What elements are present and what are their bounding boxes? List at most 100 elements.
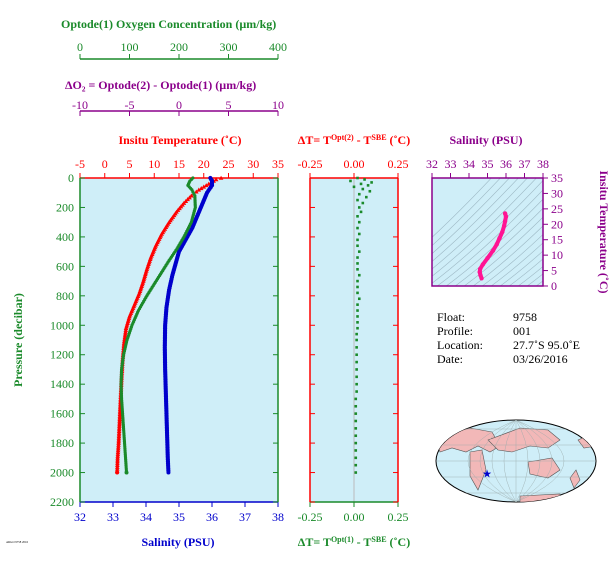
dt-point [356,226,359,230]
pressure-tick-label: 400 [56,230,74,244]
dt-point [354,397,358,401]
dt-point [354,471,358,474]
temperature-tick-label: -5 [75,157,85,171]
pressure-tick-label: 200 [56,200,74,214]
ts-point [477,266,483,272]
temperature-point [123,329,128,334]
dt-bottom-axis-title: ΔT= TOpt(1) - TSBE (˚C) [298,535,410,550]
dt-point [355,338,358,342]
temperature-point [122,333,128,338]
dt-point [359,182,363,186]
delta-t-panel: -0.25 -0.25 0.00 0.00 0.25 0.25 ΔT= TOpt(2) - … [298,133,411,550]
temperature-point [213,177,219,182]
salinity-tick-label: 35 [173,510,185,524]
dt-point [370,181,373,184]
profile-value: 001 [513,324,531,338]
location-value: 27.7˚S 95.0˚E [513,338,580,352]
ts-y-axis-title: Insitu Temperature (˚C) [597,170,611,293]
ts-point [502,211,508,216]
temperature-point [122,331,128,336]
dt-point [356,198,359,202]
temperature-point [115,449,121,455]
salinity-tick-label: 32 [74,510,86,524]
dt-point [355,332,358,336]
dt-point [354,434,358,438]
temperature-point [115,446,121,451]
ts-y-tick-label: 30 [551,186,563,200]
ts-point [480,262,486,267]
map-meridian [515,420,529,502]
dt-point [356,176,359,180]
oxygen-tick-label: 0 [77,40,83,54]
delta-o2-tick-label: 0 [176,98,182,112]
dt-point [356,244,359,248]
temperature-point [116,440,121,445]
ts-point [494,242,499,247]
temperature-tick-label: 15 [173,157,185,171]
dt-point [357,220,361,224]
temperature-point [123,327,129,332]
temperature-tick-label: 5 [127,157,133,171]
temperature-tick-label: 10 [148,157,160,171]
dt-point [357,192,361,196]
dt-bottom-tick-label: 0.25 [388,510,409,524]
dt-point [365,195,368,199]
ts-x-tick-label: 36 [500,157,512,171]
ts-x-tick-label: 38 [537,157,549,171]
salinity-point [166,470,171,475]
ts-y-tick-label: 10 [551,248,563,262]
dt-point [366,184,370,187]
main-panel-background [80,178,278,502]
dt-top-tick-label: 0.25 [388,157,409,171]
date-value: 03/26/2016 [513,352,568,366]
temperature-tick-label: 25 [223,157,235,171]
pressure-tick-label: 0 [68,171,74,185]
map-meridian [491,420,517,502]
dt-point [355,353,358,357]
dt-point [355,390,358,393]
dt-point [357,297,361,301]
ts-x-axis-title: Salinity (PSU) [449,133,522,147]
dt-point [356,321,359,324]
dt-top-tick-label: 0.00 [344,157,365,171]
dt-point [354,412,358,415]
temperature-point [201,184,207,189]
temperature-point [196,187,202,192]
salinity-axis-title: Salinity (PSU) [141,535,214,549]
ts-x-tick-label: 32 [426,157,438,171]
dt-point [356,309,359,312]
temperature-point [198,186,204,191]
oxygen-tick-label: 400 [269,40,287,54]
ts-point [502,219,508,224]
dt-point [363,178,366,181]
salinity-series [162,175,215,475]
ts-y-tick-label: 15 [551,233,563,247]
dt-point [356,291,359,295]
date-label: Date: [437,352,463,366]
ts-point [485,256,490,261]
dt-bottom-tick-label: -0.25 [298,510,323,524]
dt-point [361,187,365,191]
dt-point [354,456,358,460]
temperature-axis-title: Insitu Temperature (˚C) [118,133,241,147]
location-label: Location: [437,338,483,352]
dt-point [359,210,363,214]
pressure-tick-label: 1600 [50,407,74,421]
ts-x-tick-label: 34 [463,157,475,171]
dt-point [357,232,361,236]
temperature-point [206,181,211,186]
temperature-point [115,451,121,456]
dt-top-axis-title: ΔT= TOpt(2) - TSBE (˚C) [298,133,410,148]
dt-point [356,326,359,330]
dt-point [356,315,359,318]
float-row: Float: 9758 [437,310,580,324]
ts-y-tick-label: 25 [551,202,563,216]
dt-point [357,206,361,209]
dt-point [354,463,358,467]
dt-point [356,268,359,271]
ts-isopycnal-line [432,178,537,277]
pressure-axis-title: Pressure (decibar) [11,293,25,387]
dt-point [354,404,358,408]
ts-isopycnal-line [612,158,616,296]
ts-point [501,223,507,229]
